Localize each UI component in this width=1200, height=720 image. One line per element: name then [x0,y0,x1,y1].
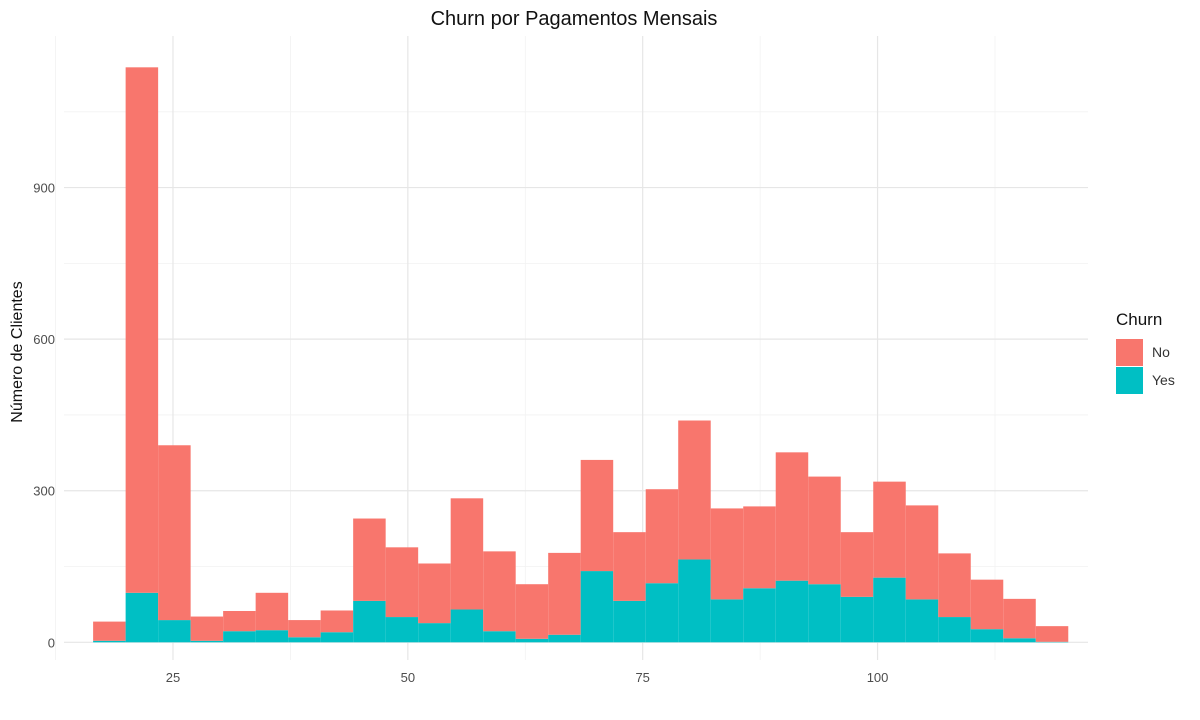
bar-no [515,584,549,639]
bar-no [938,553,971,618]
bar-yes [938,617,971,643]
bar-yes [645,583,679,643]
x-tick-label: 25 [166,670,180,685]
y-tick-label: 600 [33,332,55,347]
bar-yes [840,596,874,643]
bar-yes [223,631,256,643]
bar-no [775,452,809,581]
bar-no [255,592,289,631]
bar-yes [158,620,191,643]
x-tick-label: 75 [635,670,649,685]
bar-no [873,481,906,578]
bar-no [645,489,679,584]
legend-item-yes: Yes [1116,366,1175,394]
bar-yes [515,638,549,643]
bar-no [450,498,484,610]
y-tick-label: 900 [33,181,55,196]
bar-yes [320,632,354,643]
bar-no [353,518,386,601]
bar-yes [190,640,224,643]
tick-labels: 25 50 75 100 0 300 600 900 [33,181,888,685]
x-tick-label: 100 [867,670,889,685]
legend-item-no: No [1116,338,1175,366]
bar-no [483,551,516,632]
bar-yes [970,629,1004,643]
y-tick-label: 0 [48,635,55,650]
bar-no [1003,598,1036,639]
chart-title: Churn por Pagamentos Mensais [430,8,718,30]
bar-yes [548,634,581,643]
bar-no [710,508,744,600]
bar-yes [418,623,451,643]
bar-yes [483,631,516,643]
bar-no [223,610,256,632]
x-tick-label: 50 [401,670,415,685]
bar-no [678,420,711,560]
bar-yes [288,637,321,643]
bar-no [548,552,581,635]
bar-no [580,459,614,572]
bar-yes [808,584,841,643]
legend-swatch-no [1116,338,1143,366]
legend-swatch-yes [1116,366,1143,394]
bars-layer [93,67,1069,643]
bar-no [93,621,126,641]
bar-no [840,532,874,597]
bar-yes [873,577,906,643]
bar-no [288,620,321,638]
legend-label-yes: Yes [1152,372,1175,388]
bar-yes [450,609,484,643]
bar-yes [905,599,939,643]
bar-yes [710,599,744,643]
bar-yes [353,600,386,643]
bar-no [1035,626,1069,642]
bar-yes [1003,638,1036,643]
legend: Churn No Yes [1116,310,1175,394]
y-tick-label: 300 [33,484,55,499]
bar-yes [743,588,776,643]
bar-no [613,532,646,601]
bar-yes [385,617,419,643]
bar-yes [678,559,711,643]
bar-yes [613,600,646,643]
bar-yes [1035,641,1069,643]
bar-yes [775,580,809,643]
legend-title: Churn [1116,310,1163,329]
bar-no [190,616,224,641]
bar-no [418,563,451,624]
legend-label-no: No [1152,344,1170,360]
bar-no [385,547,419,618]
bar-no [158,445,191,621]
bar-no [808,476,841,585]
bar-yes [255,630,289,643]
bar-yes [125,592,159,643]
bar-no [743,506,776,589]
bar-no [970,579,1004,630]
bar-yes [580,571,614,643]
bar-no [125,67,159,593]
bar-no [320,610,354,633]
bar-no [905,505,939,600]
bar-yes [93,640,126,643]
